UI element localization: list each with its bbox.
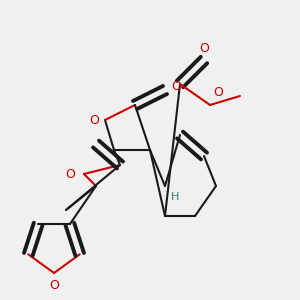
Text: O: O (213, 86, 223, 99)
Text: O: O (89, 113, 99, 127)
Text: H: H (171, 192, 179, 202)
Text: O: O (171, 80, 181, 94)
Text: O: O (199, 43, 209, 56)
Text: O: O (65, 167, 75, 181)
Text: O: O (49, 279, 59, 292)
